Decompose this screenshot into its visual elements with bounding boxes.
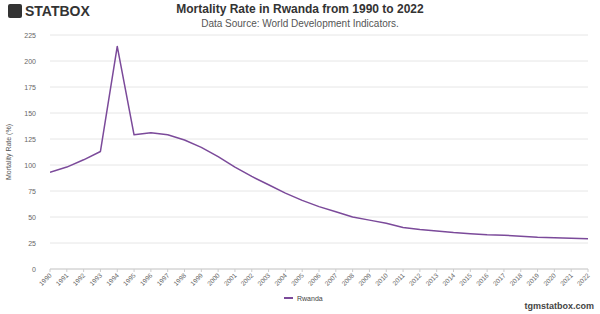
x-tick-label: 1996 — [138, 271, 153, 286]
x-tick — [268, 269, 269, 272]
y-tick-label: 50 — [28, 214, 36, 221]
x-tick — [419, 269, 420, 272]
y-tick-label: 150 — [24, 110, 36, 117]
y-tick-label: 200 — [24, 58, 36, 65]
x-tick — [285, 269, 286, 272]
x-tick-label: 2020 — [542, 271, 557, 286]
x-tick — [167, 269, 168, 272]
x-tick-label: 2008 — [340, 271, 355, 286]
grid-line — [50, 61, 588, 62]
x-tick-label: 1995 — [122, 271, 137, 286]
y-tick-label: 25 — [28, 240, 36, 247]
x-tick — [100, 269, 101, 272]
x-tick — [588, 269, 589, 272]
plot-area — [50, 46, 588, 238]
x-tick-label: 2022 — [576, 271, 591, 286]
x-tick — [201, 269, 202, 272]
x-tick-label: 2015 — [458, 271, 473, 286]
x-tick — [184, 269, 185, 272]
grid-line — [50, 243, 588, 244]
x-tick — [150, 269, 151, 272]
x-tick-label: 2019 — [525, 271, 540, 286]
y-tick-label: 0 — [32, 266, 36, 273]
x-tick — [470, 269, 471, 272]
legend-label: Rwanda — [297, 295, 323, 302]
x-tick — [436, 269, 437, 272]
grid-line — [50, 191, 588, 192]
x-tick — [218, 269, 219, 272]
watermark: tgmstatbox.com — [524, 301, 594, 311]
x-tick — [335, 269, 336, 272]
x-tick-label: 2011 — [391, 271, 406, 286]
y-tick-label: 225 — [24, 32, 36, 39]
x-tick — [319, 269, 320, 272]
x-tick-label: 2002 — [239, 271, 254, 286]
x-tick-label: 2013 — [424, 271, 439, 286]
x-tick-label: 2016 — [475, 271, 490, 286]
x-tick-label: 1992 — [71, 271, 86, 286]
x-tick — [487, 269, 488, 272]
x-tick-label: 2003 — [256, 271, 271, 286]
x-tick — [537, 269, 538, 272]
x-tick — [453, 269, 454, 272]
x-tick — [234, 269, 235, 272]
x-tick-label: 2018 — [508, 271, 523, 286]
x-tick-label: 1999 — [189, 271, 204, 286]
x-tick — [352, 269, 353, 272]
y-tick-label: 100 — [24, 162, 36, 169]
grid-line — [50, 35, 588, 36]
x-tick-label: 2001 — [222, 271, 237, 286]
x-tick — [50, 269, 51, 272]
y-tick-label: 75 — [28, 188, 36, 195]
x-tick-label: 1991 — [54, 271, 69, 286]
x-tick-label: 1990 — [38, 271, 53, 286]
x-tick-label: 2009 — [357, 271, 372, 286]
title: Mortality Rate in Rwanda from 1990 to 20… — [176, 2, 424, 16]
chart: STATBOX Mortality Rate in Rwanda from 199… — [0, 0, 600, 314]
x-tick — [83, 269, 84, 272]
y-axis-label: Mortality Rate (%) — [5, 124, 13, 180]
legend-swatch — [284, 297, 293, 299]
x-tick-label: 2007 — [323, 271, 338, 286]
x-tick — [134, 269, 135, 272]
x-tick — [251, 269, 252, 272]
x-tick-label: 1998 — [172, 271, 187, 286]
x-tick — [369, 269, 370, 272]
line-series — [50, 46, 588, 238]
x-tick-label: 2017 — [491, 271, 506, 286]
grid-line — [50, 165, 588, 166]
x-tick-label: 1994 — [105, 271, 120, 286]
x-tick — [571, 269, 572, 272]
y-tick-label: 175 — [24, 84, 36, 91]
subtitle: Data Source: World Development Indicator… — [201, 18, 399, 29]
x-tick-label: 2006 — [307, 271, 322, 286]
y-tick-label: 125 — [24, 136, 36, 143]
x-tick-label: 2004 — [273, 271, 288, 286]
grid-line — [50, 217, 588, 218]
x-tick-label: 2012 — [407, 271, 422, 286]
x-tick — [520, 269, 521, 272]
x-tick-label: 2010 — [374, 271, 389, 286]
x-tick-label: 2021 — [559, 271, 574, 286]
grid-line — [50, 139, 588, 140]
x-tick — [503, 269, 504, 272]
x-tick-label: 1993 — [88, 271, 103, 286]
x-tick — [66, 269, 67, 272]
x-tick-label: 1997 — [155, 271, 170, 286]
logo-icon — [8, 4, 22, 18]
x-tick — [302, 269, 303, 272]
logo: STATBOX — [25, 3, 90, 19]
x-tick-label: 2005 — [290, 271, 305, 286]
x-tick — [554, 269, 555, 272]
x-tick-label: 2000 — [206, 271, 221, 286]
x-tick — [117, 269, 118, 272]
x-tick — [386, 269, 387, 272]
x-tick — [403, 269, 404, 272]
x-tick-label: 2014 — [441, 271, 456, 286]
grid-line — [50, 87, 588, 88]
